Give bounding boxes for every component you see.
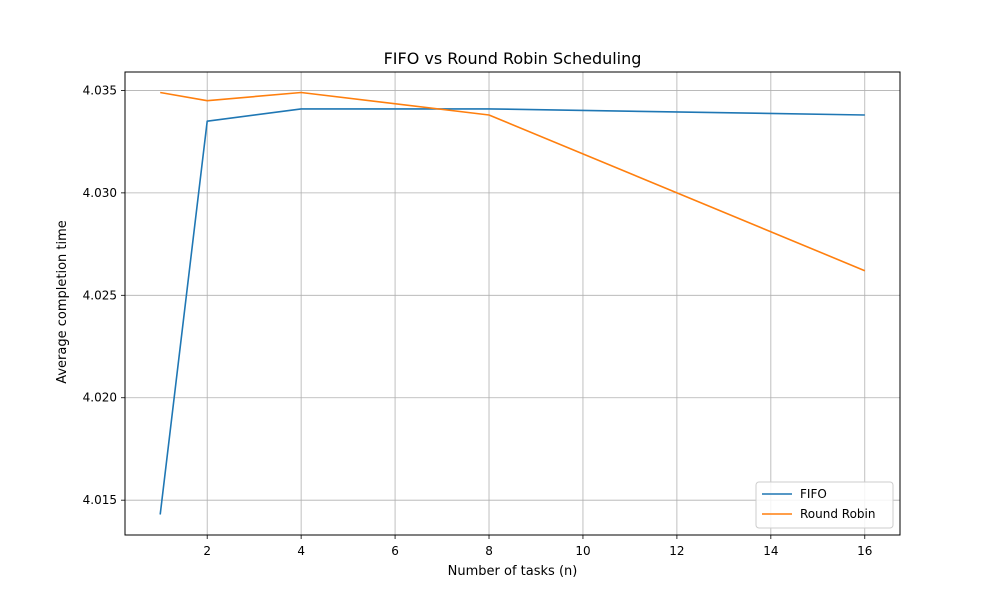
- series-line-round-robin: [160, 91, 866, 272]
- x-axis-label: Number of tasks (n): [448, 564, 578, 579]
- series-lines: [159, 91, 866, 515]
- x-tick-label: 8: [485, 544, 493, 558]
- y-tick-label: 4.035: [83, 83, 117, 97]
- y-tick-label: 4.015: [83, 493, 117, 507]
- plot-frame: [124, 71, 901, 536]
- y-tick-label: 4.030: [83, 186, 117, 200]
- y-tick-label: 4.025: [83, 288, 117, 302]
- x-tick-label: 4: [297, 544, 305, 558]
- x-tick-label: 14: [763, 544, 778, 558]
- x-axis-ticks: 2 4 6 8 10 12 14 16: [203, 535, 872, 558]
- y-axis-ticks: 4.015 4.020 4.025 4.030 4.035: [83, 83, 125, 507]
- legend: FIFO Round Robin: [755, 481, 894, 529]
- x-tick-label: 2: [203, 544, 211, 558]
- x-tick-label: 12: [669, 544, 684, 558]
- series-line-fifo: [159, 108, 865, 515]
- y-tick-label: 4.020: [83, 391, 117, 405]
- x-tick-label: 16: [857, 544, 872, 558]
- x-tick-label: 6: [391, 544, 399, 558]
- y-axis-label: Average completion time: [55, 220, 70, 384]
- chart-title: FIFO vs Round Robin Scheduling: [384, 49, 642, 68]
- legend-label: FIFO: [800, 487, 827, 501]
- legend-label: Round Robin: [800, 507, 875, 521]
- grid: [125, 72, 900, 535]
- x-tick-label: 10: [575, 544, 590, 558]
